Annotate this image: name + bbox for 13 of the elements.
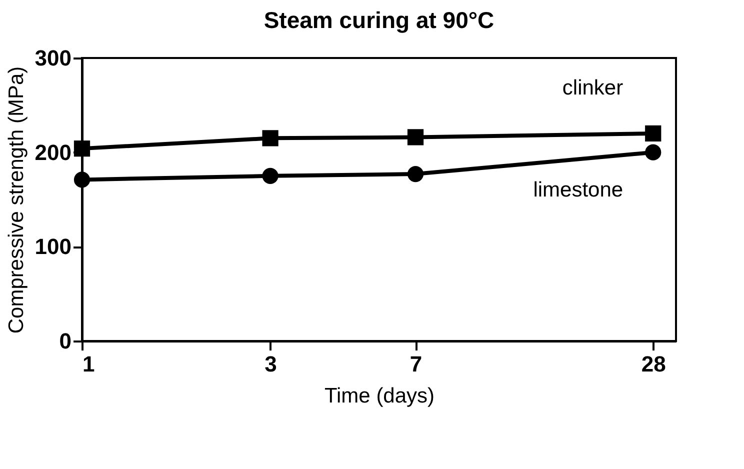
x-tick-label: 7: [410, 352, 422, 376]
x-tick-label: 1: [82, 352, 95, 376]
x-tick-label: 28: [641, 352, 666, 376]
y-tick-label: 100: [34, 234, 72, 260]
x-tick-label: 3: [264, 352, 277, 376]
chart-title: Steam curing at 90°C: [264, 7, 494, 33]
x-axis-title: Time (days): [324, 384, 435, 408]
series-label: limestone: [533, 178, 624, 202]
y-tick-label: 300: [34, 46, 72, 70]
y-tick-label: 200: [34, 140, 72, 165]
y-axis-title: Compressive strength (MPa): [4, 66, 28, 334]
y-tick-label: 0: [59, 328, 72, 354]
series-label: clinker: [562, 76, 624, 100]
